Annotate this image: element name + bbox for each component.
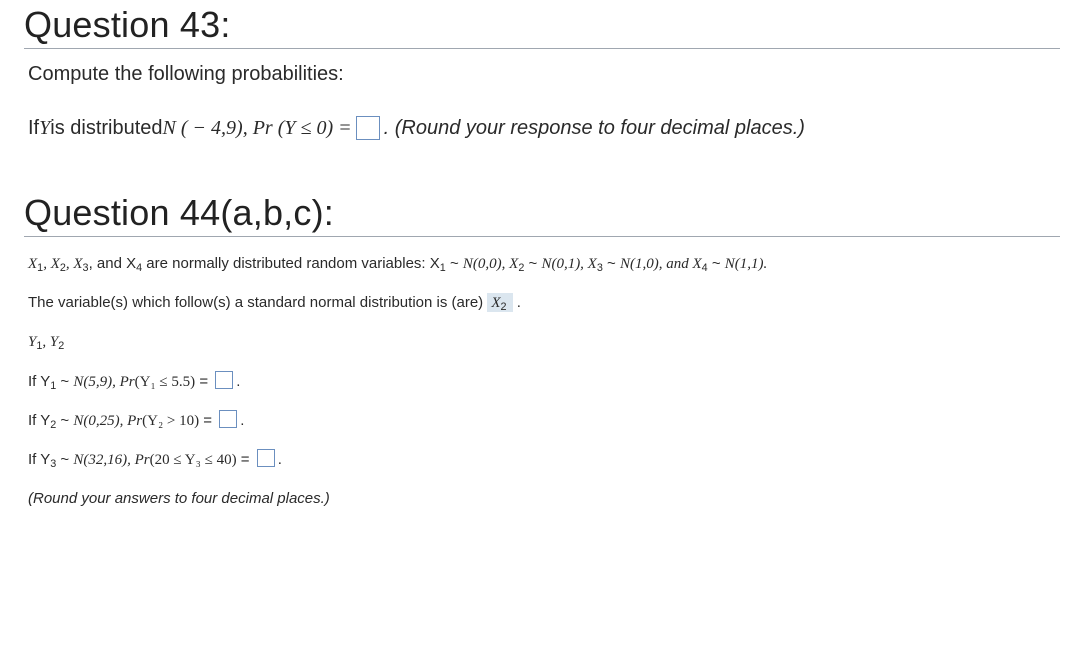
tilde: ~: [56, 412, 73, 429]
dot: .: [236, 373, 240, 390]
q44-y1: If Y1 ~ N(5,9), Pr(Y₁ ≤ 5.5) = .: [28, 371, 1060, 394]
divider: [24, 236, 1060, 237]
text: N(1,0), and X: [620, 256, 702, 272]
q44-y3: If Y3 ~ N(32,16), Pr(20 ≤ Y₃ ≤ 40) = .: [28, 449, 1060, 472]
sub: 2: [501, 301, 507, 313]
eq: =: [237, 451, 254, 468]
text: The variable(s) which follow(s) a standa…: [28, 294, 487, 311]
question-43-title: Question 43:: [24, 4, 1060, 46]
q44-p3: Y1, Y2: [28, 331, 1060, 354]
answer-input-box[interactable]: [257, 449, 275, 467]
question-44-title: Question 44(a,b,c):: [24, 192, 1060, 234]
text: If: [28, 117, 39, 140]
tilde: ~: [56, 373, 73, 390]
text: N(0,25), Pr: [73, 413, 142, 429]
round-hint: . (Round your response to four decimal p…: [384, 117, 805, 140]
highlighted-answer[interactable]: X2: [487, 293, 512, 312]
sub: 2: [58, 340, 64, 352]
page: Question 43: Compute the following proba…: [0, 0, 1080, 537]
text: X: [491, 295, 500, 311]
q44-body: X1, X2, X3, and X4 are normally distribu…: [28, 253, 1060, 511]
text: N(0,1), X: [541, 256, 596, 272]
paren-expr: (Y₁ ≤ 5.5): [135, 374, 196, 390]
text: is distributed: [50, 117, 162, 140]
text: N(1,1).: [725, 256, 768, 272]
dot: .: [278, 451, 282, 468]
answer-input-box[interactable]: [219, 410, 237, 428]
eq: =: [199, 412, 216, 429]
q44-round-hint: (Round your answers to four decimal plac…: [28, 488, 1060, 511]
text: .: [513, 294, 521, 311]
tilde: ~: [708, 255, 725, 272]
text: X: [28, 256, 37, 272]
text: N(32,16), Pr: [73, 452, 149, 468]
text: If Y: [28, 412, 50, 429]
tilde: ~: [524, 255, 541, 272]
q43-instruction: Compute the following probabilities:: [28, 63, 1060, 86]
distribution-expr: N ( − 4,9), Pr (Y ≤ 0) =: [163, 117, 352, 140]
text: , Y: [42, 334, 58, 350]
q44-p1: X1, X2, X3, and X4 are normally distribu…: [28, 253, 1060, 276]
q43-line: If Y is distributed N ( − 4,9), Pr (Y ≤ …: [28, 116, 1060, 140]
tilde: ~: [603, 255, 620, 272]
text: , X: [66, 256, 83, 272]
paren-expr: (20 ≤ Y₃ ≤ 40): [150, 452, 237, 468]
tilde: ~: [56, 451, 73, 468]
var-y: Y: [39, 117, 50, 140]
text: If Y: [28, 451, 50, 468]
answer-input-box[interactable]: [215, 371, 233, 389]
q44-y2: If Y2 ~ N(0,25), Pr(Y₂ > 10) = .: [28, 410, 1060, 433]
dot: .: [240, 412, 244, 429]
q44-p2: The variable(s) which follow(s) a standa…: [28, 292, 1060, 315]
text: N(0,0), X: [463, 256, 518, 272]
paren-expr: (Y₂ > 10): [142, 413, 199, 429]
text: N(5,9), Pr: [73, 374, 134, 390]
text: are normally distributed random variable…: [142, 255, 440, 272]
tilde: ~: [446, 255, 463, 272]
text: , and X: [89, 255, 137, 272]
answer-input-box[interactable]: [356, 116, 380, 140]
text: If Y: [28, 373, 50, 390]
text: , X: [43, 256, 60, 272]
eq: =: [195, 373, 212, 390]
divider: [24, 48, 1060, 49]
question-44-block: Question 44(a,b,c): X1, X2, X3, and X4 a…: [24, 192, 1060, 511]
